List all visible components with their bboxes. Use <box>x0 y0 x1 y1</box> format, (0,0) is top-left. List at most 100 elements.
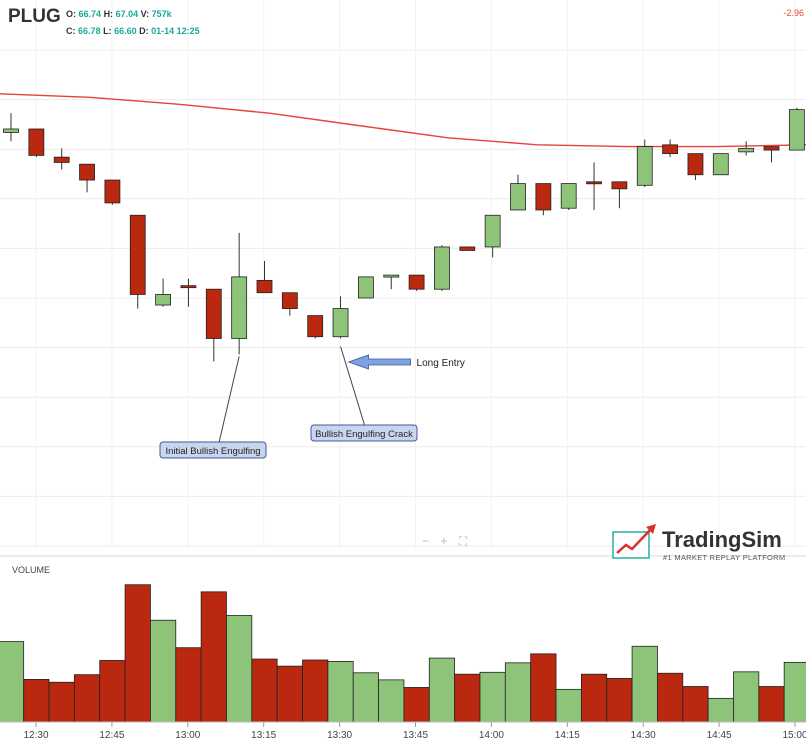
volume-bar <box>682 686 709 723</box>
volume-bar <box>479 671 506 723</box>
volume-bar <box>200 591 227 723</box>
fullscreen-button[interactable]: ⛶ <box>458 534 468 548</box>
volume-bar <box>403 687 430 723</box>
tradingsim-logo: TradingSim#1 MARKET REPLAY PLATFORM <box>612 524 785 562</box>
price-change: -2.96 <box>783 8 804 18</box>
volume-bar <box>302 659 329 723</box>
date-value: 01-14 12:25 <box>151 26 200 36</box>
candle-down <box>104 179 121 204</box>
candle-up <box>357 276 374 299</box>
zoom-controls: − + ⛶ <box>418 534 471 549</box>
open-value: 66.74 <box>78 9 102 19</box>
candle-down <box>687 153 704 176</box>
volume-value: 757k <box>151 9 172 19</box>
low-label: L: <box>103 26 112 36</box>
x-tick-label: 14:00 <box>479 730 504 741</box>
volume-bar <box>99 660 126 723</box>
open-label: O: <box>66 9 76 19</box>
candle-up <box>231 276 248 339</box>
x-tick-label: 13:15 <box>251 730 276 741</box>
candle-up <box>484 214 501 248</box>
x-tick-label: 14:45 <box>707 730 732 741</box>
candle-up <box>560 183 577 209</box>
candle-down <box>256 279 273 294</box>
grid-lines <box>0 0 806 548</box>
candle-up <box>383 274 400 278</box>
volume-bar <box>555 688 582 723</box>
x-tick-label: 14:15 <box>555 730 580 741</box>
candle-down <box>281 292 298 309</box>
candle-up <box>712 153 729 176</box>
volume-bar <box>327 661 354 723</box>
x-tick-label: 12:30 <box>23 730 48 741</box>
volume-bar <box>73 674 101 723</box>
volume-bar <box>707 697 734 723</box>
candle-down <box>129 214 146 295</box>
x-tick-label: 12:45 <box>99 730 124 741</box>
high-value: 67.04 <box>115 9 139 19</box>
logo-tagline: #1 MARKET REPLAY PLATFORM <box>663 553 785 562</box>
volume-bar <box>530 653 557 723</box>
candle-down <box>408 274 425 290</box>
volume-bar <box>352 672 379 723</box>
volume-bar <box>23 679 50 723</box>
ohlc-row-1: O: 66.74 H: 67.04 V: 757k <box>66 9 172 19</box>
candle-down <box>205 288 222 339</box>
candle-down <box>180 285 197 289</box>
long-entry-label: Long Entry <box>417 358 465 369</box>
candle-up <box>738 147 755 153</box>
volume-bar <box>733 671 760 723</box>
volume-bar <box>48 681 75 723</box>
zoom-in-button[interactable]: + <box>440 534 448 548</box>
high-label: H: <box>103 9 114 19</box>
callout-pointer <box>218 356 240 443</box>
volume-label-short: V: <box>140 9 150 19</box>
volume-bar <box>124 584 151 723</box>
callout-initial-bullish-engulfing: Initial Bullish Engulfing <box>165 446 260 457</box>
callout-box <box>159 441 267 459</box>
candle-up <box>434 246 450 290</box>
candle-down <box>535 183 552 211</box>
volume-bar <box>580 673 608 723</box>
x-tick-label: 13:45 <box>403 730 428 741</box>
callout-bullish-engulfing-crack: Bullish Engulfing Crack <box>315 429 413 440</box>
volume-bar <box>150 619 177 723</box>
candle-up <box>155 294 172 306</box>
candle-down <box>28 128 45 156</box>
close-label: C: <box>66 26 76 36</box>
x-tick-label: 14:30 <box>631 730 656 741</box>
candles <box>3 107 805 362</box>
volume-bar <box>606 678 633 723</box>
low-value: 66.60 <box>114 26 137 36</box>
candle-down <box>763 146 780 151</box>
logo-arrow-icon <box>616 527 653 554</box>
volume-bar <box>251 658 278 723</box>
zoom-out-button[interactable]: − <box>422 534 430 548</box>
callout-pointer <box>340 346 366 426</box>
volume-bar <box>0 641 25 723</box>
candle-down <box>307 315 324 338</box>
volume-bar <box>428 657 456 723</box>
ohlc-row-2: C: 66.78 L: 66.60 D: 01-14 12:25 <box>66 26 200 36</box>
candle-down <box>586 181 602 185</box>
volume-bar <box>631 645 658 723</box>
volume-bars <box>0 584 806 723</box>
long-entry-arrow <box>347 354 411 370</box>
candle-up <box>332 308 349 338</box>
candle-down <box>79 163 95 181</box>
candle-down <box>611 181 628 190</box>
volume-bar <box>758 686 785 723</box>
candle-down <box>459 246 476 251</box>
volume-bar <box>504 662 532 723</box>
volume-bar <box>175 647 202 723</box>
candle-up <box>3 128 19 133</box>
volume-bar <box>378 679 405 723</box>
x-tick-label: 13:00 <box>175 730 200 741</box>
volume-bar <box>783 661 806 723</box>
candle-down <box>662 144 678 155</box>
candle-up <box>636 146 653 186</box>
volume-bar <box>454 673 481 723</box>
volume-pane-label: VOLUME <box>12 565 51 575</box>
candle-up <box>510 183 526 211</box>
